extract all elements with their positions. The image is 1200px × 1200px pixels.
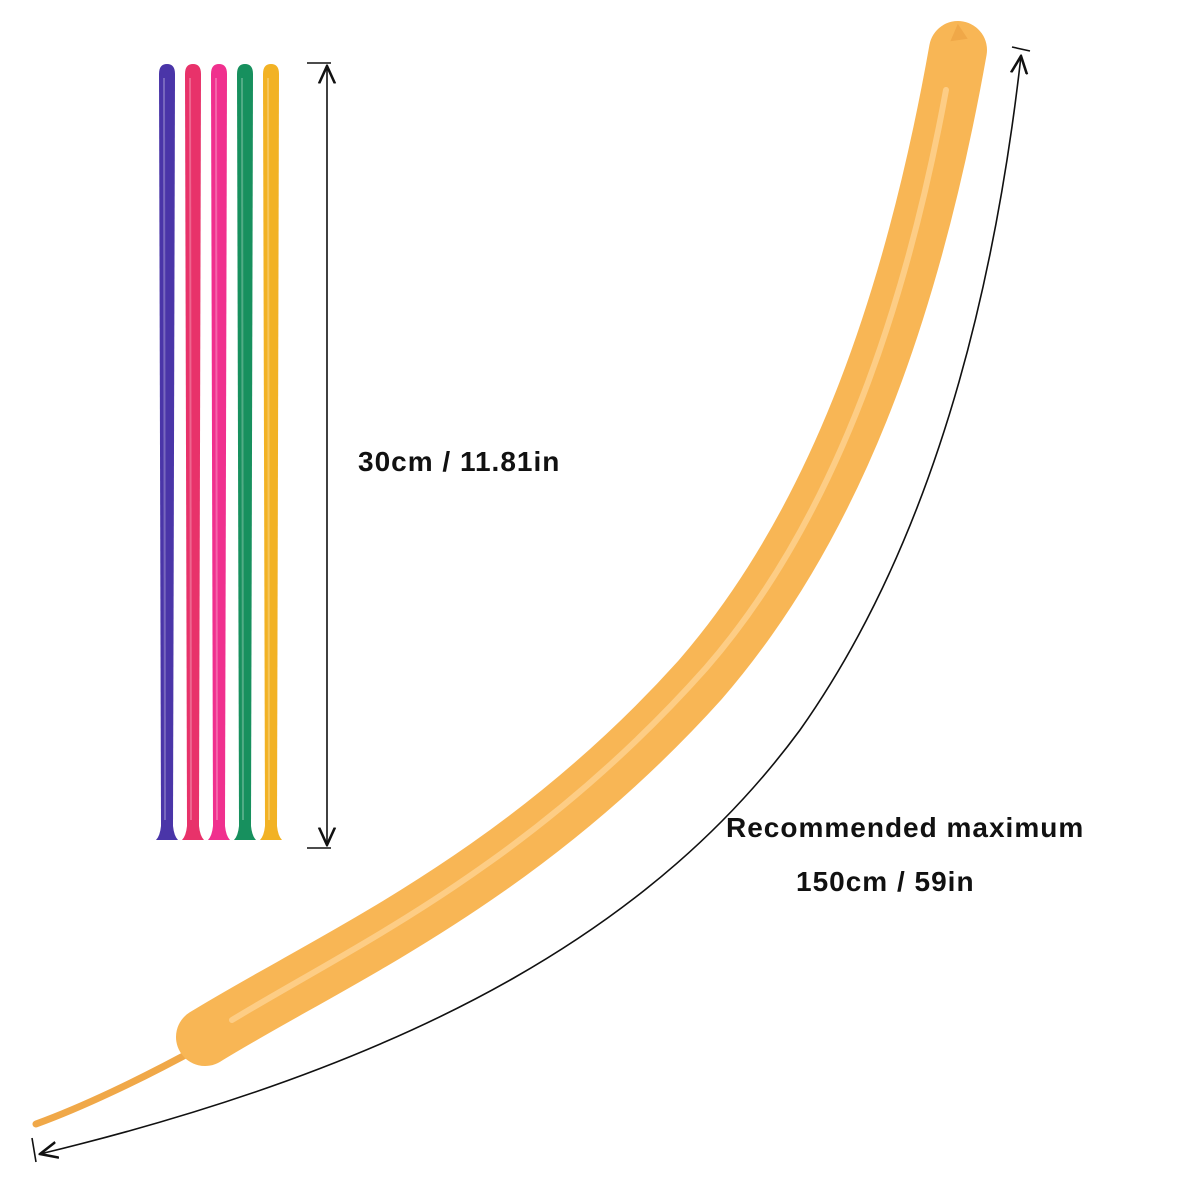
balloon-mouth <box>234 826 256 840</box>
balloon-mouth <box>208 826 230 840</box>
inflated-balloon <box>32 21 987 1128</box>
recommended-maximum-label: Recommended maximum <box>726 812 1085 843</box>
balloon-shaft <box>211 64 227 826</box>
balloon-mouth <box>156 826 178 840</box>
balloon-shine <box>267 77 270 821</box>
deflated-length-label: 30cm / 11.81in <box>358 446 561 477</box>
balloon-shine <box>241 77 244 821</box>
inflated-length-label: 150cm / 59in <box>796 866 975 897</box>
balloon-mouth <box>182 826 204 840</box>
balloon-shaft <box>159 64 175 826</box>
deflated-balloon <box>260 64 282 840</box>
balloon-shaft <box>185 64 201 826</box>
deflated-balloon <box>182 64 204 840</box>
deflated-balloon <box>208 64 230 840</box>
balloon-shine <box>215 77 218 821</box>
balloon-tail <box>32 1043 204 1128</box>
inflated-dimension-line <box>31 46 1031 1163</box>
deflated-dimension-line <box>307 62 331 849</box>
balloon-shine <box>189 77 192 821</box>
deflated-balloon <box>234 64 256 840</box>
balloon-knot <box>950 23 968 42</box>
deflated-balloon <box>156 64 178 840</box>
balloon-shine <box>163 77 166 821</box>
balloon-mouth <box>260 826 282 840</box>
balloon-shaft <box>263 64 279 826</box>
balloon-shaft <box>237 64 253 826</box>
deflated-balloons <box>156 64 282 840</box>
